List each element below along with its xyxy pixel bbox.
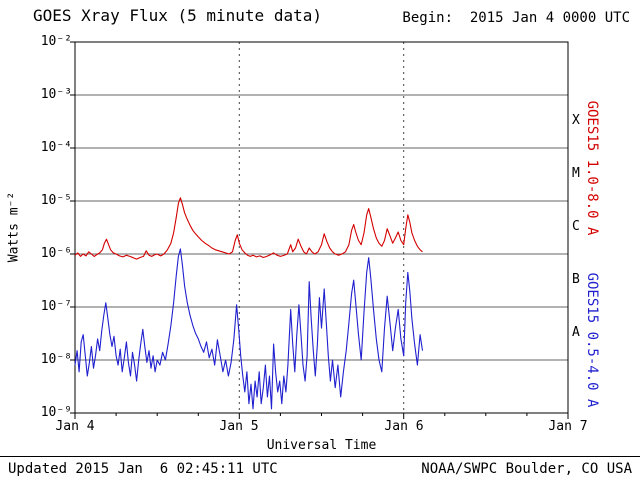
page-title: GOES Xray Flux (5 minute data) [33, 6, 322, 25]
x-tick-label: Jan 7 [548, 419, 588, 434]
y-tick-label: 10⁻⁸ [40, 352, 72, 367]
updated-timestamp: Updated 2015 Jan 6 02:45:11 UTC [8, 461, 278, 477]
y-axis-title: Watts m⁻² [6, 191, 22, 263]
y-tick-label: 10⁻⁹ [40, 405, 72, 420]
y-tick-label: 10⁻⁵ [40, 193, 72, 208]
plot-border [74, 41, 569, 414]
y-tick-label: 10⁻⁶ [40, 246, 72, 261]
flare-class-letter-x: X [572, 113, 580, 128]
right-label-long: GOES15 1.0-8.0 A [584, 100, 600, 236]
x-axis-title: Universal Time [266, 438, 377, 453]
flare-class-letter-a: A [572, 325, 580, 340]
y-tick-label: 10⁻⁷ [40, 299, 72, 314]
flare-class-letter-m: M [572, 166, 580, 181]
begin-time-label: Begin: 2015 Jan 4 0000 UTC [402, 10, 630, 26]
footer-divider [0, 456, 640, 457]
flare-class-letter-b: B [572, 272, 580, 287]
y-tick-label: 10⁻² [40, 34, 72, 49]
x-tick-label: Jan 4 [55, 419, 95, 434]
flare-class-letter-c: C [572, 219, 580, 234]
series-trace-0 [74, 197, 423, 260]
y-tick-label: 10⁻⁴ [40, 140, 72, 155]
x-tick-label: Jan 6 [384, 419, 424, 434]
x-tick-label: Jan 5 [219, 419, 259, 434]
series-trace-1 [74, 248, 424, 410]
right-label-short: GOES15 0.5-4.0 A [584, 272, 600, 408]
data-source-credit: NOAA/SWPC Boulder, CO USA [421, 461, 632, 477]
y-tick-label: 10⁻³ [40, 87, 72, 102]
